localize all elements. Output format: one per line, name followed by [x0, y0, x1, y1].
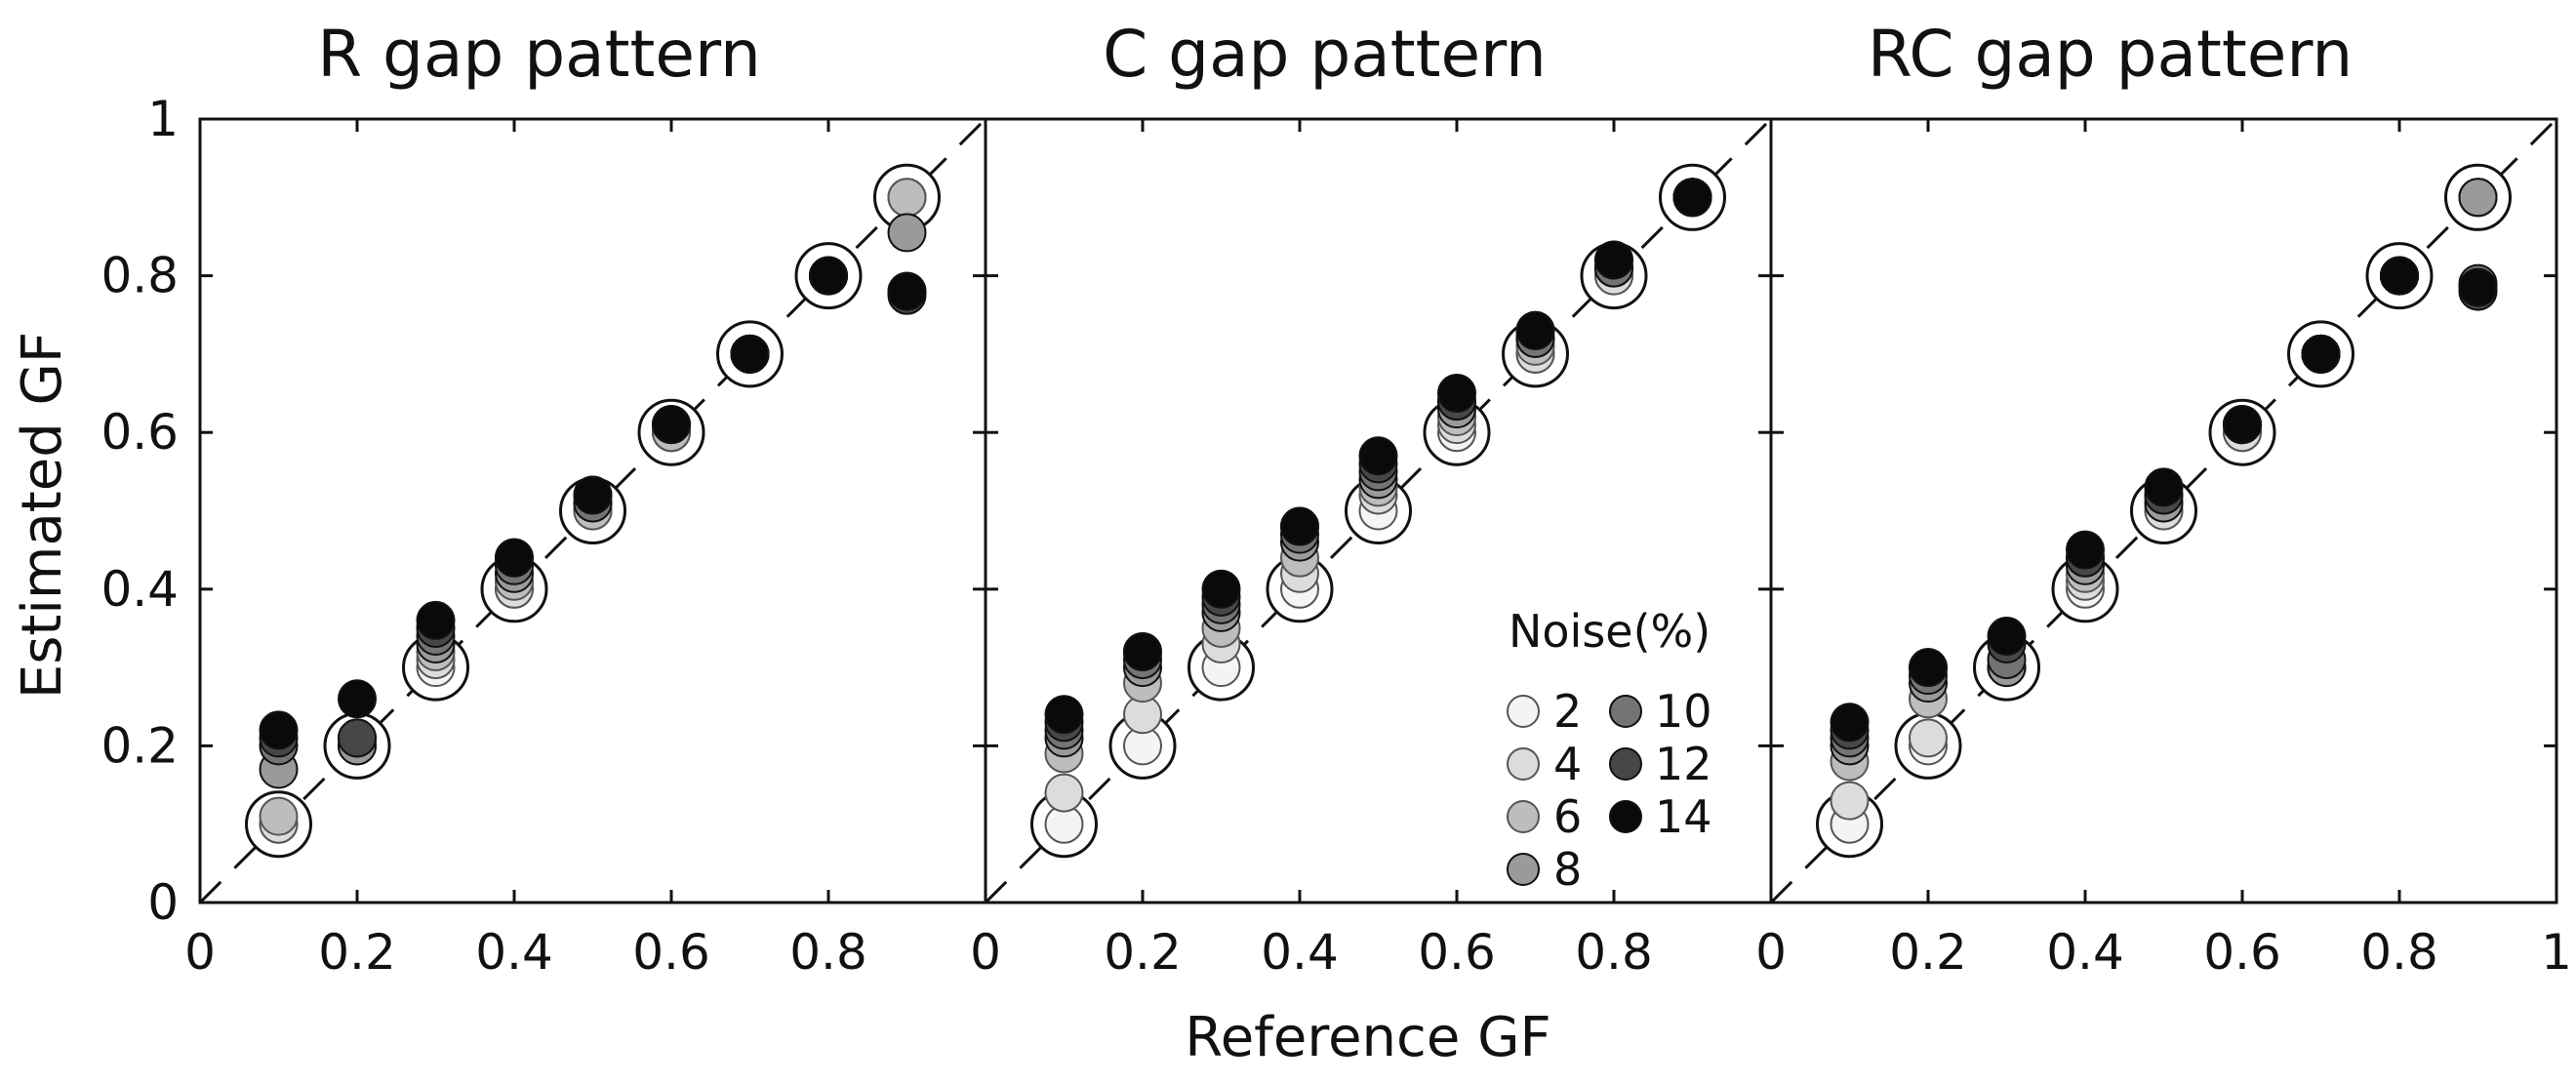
data-point-noise-14 — [1830, 703, 1870, 743]
panel-title: R gap pattern — [317, 17, 761, 92]
y-tick-label: 0.6 — [101, 404, 179, 461]
legend-marker-noise-4 — [1507, 747, 1540, 781]
x-tick-label: 0.6 — [1418, 924, 1496, 981]
data-point-noise-14 — [2066, 530, 2105, 570]
legend-label: 6 — [1553, 790, 1582, 843]
y-tick-label: 0.8 — [101, 248, 179, 304]
data-point-noise-14 — [730, 334, 770, 374]
data-point-noise-14 — [338, 679, 377, 719]
legend-marker-noise-10 — [1609, 695, 1642, 728]
legend-label: 12 — [1655, 738, 1712, 790]
x-tick-label: 0.4 — [475, 924, 553, 981]
data-point-noise-14 — [887, 271, 927, 311]
x-tick-label: 0.8 — [2360, 924, 2438, 981]
data-point-noise-14 — [2144, 467, 2184, 507]
data-point-noise-8 — [2458, 178, 2498, 218]
data-point-noise-14 — [2380, 256, 2419, 296]
data-point-noise-14 — [416, 600, 456, 640]
x-tick-label: 0.4 — [1261, 924, 1339, 981]
data-point-noise-14 — [809, 256, 848, 296]
legend-marker-noise-2 — [1507, 695, 1540, 728]
panel-3: RC gap pattern 0 0.2 0.4 0.6 0.8 1 — [1755, 17, 2572, 981]
data-point-noise-14 — [1201, 569, 1241, 609]
x-tick-label: 0.2 — [1889, 924, 1967, 981]
data-point-noise-14 — [1044, 695, 1084, 735]
legend-marker-noise-8 — [1507, 853, 1540, 886]
data-point-noise-12 — [338, 718, 377, 758]
data-point-noise-8 — [887, 213, 927, 253]
x-tick-label: 0.4 — [2046, 924, 2124, 981]
data-point-noise-6 — [887, 178, 927, 218]
data-point-noise-6 — [259, 796, 299, 836]
y-tick-label: 0 — [147, 874, 179, 931]
panel-title: C gap pattern — [1103, 17, 1547, 92]
x-tick-label: 0 — [970, 924, 1001, 981]
panel-title: RC gap pattern — [1868, 17, 2353, 92]
legend-label: 2 — [1553, 685, 1582, 738]
data-point-noise-14 — [1123, 632, 1162, 672]
data-point-noise-14 — [652, 405, 691, 445]
x-tick-label: 0.8 — [1575, 924, 1653, 981]
x-tick-label: 0.6 — [632, 924, 710, 981]
data-point-noise-14 — [2223, 405, 2262, 445]
y-tick-label: 1 — [147, 91, 179, 147]
data-point-noise-14 — [1594, 240, 1633, 280]
data-point-noise-14 — [1987, 616, 2027, 656]
data-point-noise-14 — [2301, 334, 2341, 374]
panel-1: R gap pattern 0 0.2 0.4 0.6 0.8 0 0.2 0.4 0.6 0.8 1 — [101, 17, 987, 981]
y-tick-label: 0.4 — [101, 561, 179, 618]
x-axis-title: Reference GF — [1185, 1006, 1550, 1069]
x-tick-label: 0.8 — [789, 924, 867, 981]
data-point-noise-14 — [259, 710, 299, 750]
legend-label: 14 — [1655, 790, 1712, 843]
data-point-noise-4 — [1830, 781, 1870, 821]
data-point-noise-14 — [1437, 374, 1476, 414]
data-point-noise-14 — [1515, 310, 1555, 350]
x-tick-label: 1 — [2541, 924, 2572, 981]
legend-label: 8 — [1553, 843, 1582, 896]
x-tick-label: 0.6 — [2203, 924, 2281, 981]
y-tick-label: 0.2 — [101, 717, 179, 774]
data-point-noise-14 — [1672, 178, 1712, 218]
legend-marker-noise-6 — [1507, 800, 1540, 833]
legend-title: Noise(%) — [1509, 605, 1711, 658]
data-point-noise-14 — [1358, 436, 1398, 476]
legend-label: 4 — [1553, 738, 1582, 790]
legend-label: 10 — [1655, 685, 1712, 738]
legend-marker-noise-12 — [1609, 747, 1642, 781]
data-point-noise-14 — [573, 475, 613, 515]
x-tick-label: 0.2 — [1104, 924, 1182, 981]
data-point-noise-14 — [2458, 267, 2498, 307]
data-point-noise-14 — [1280, 506, 1319, 546]
panel-2: C gap pattern 0 0.2 0.4 0.6 0.8 — [970, 17, 1773, 981]
x-tick-label: 0 — [184, 924, 216, 981]
x-tick-label: 0 — [1755, 924, 1787, 981]
y-axis-title: Estimated GF — [11, 332, 74, 699]
panel-frame — [1769, 117, 2558, 904]
data-point-noise-14 — [1909, 648, 1948, 688]
data-point-noise-4 — [1909, 718, 1948, 758]
data-point-noise-4 — [1044, 773, 1084, 813]
legend-marker-noise-14 — [1609, 800, 1642, 833]
data-point-noise-14 — [495, 538, 534, 578]
x-tick-label: 0.2 — [318, 924, 396, 981]
